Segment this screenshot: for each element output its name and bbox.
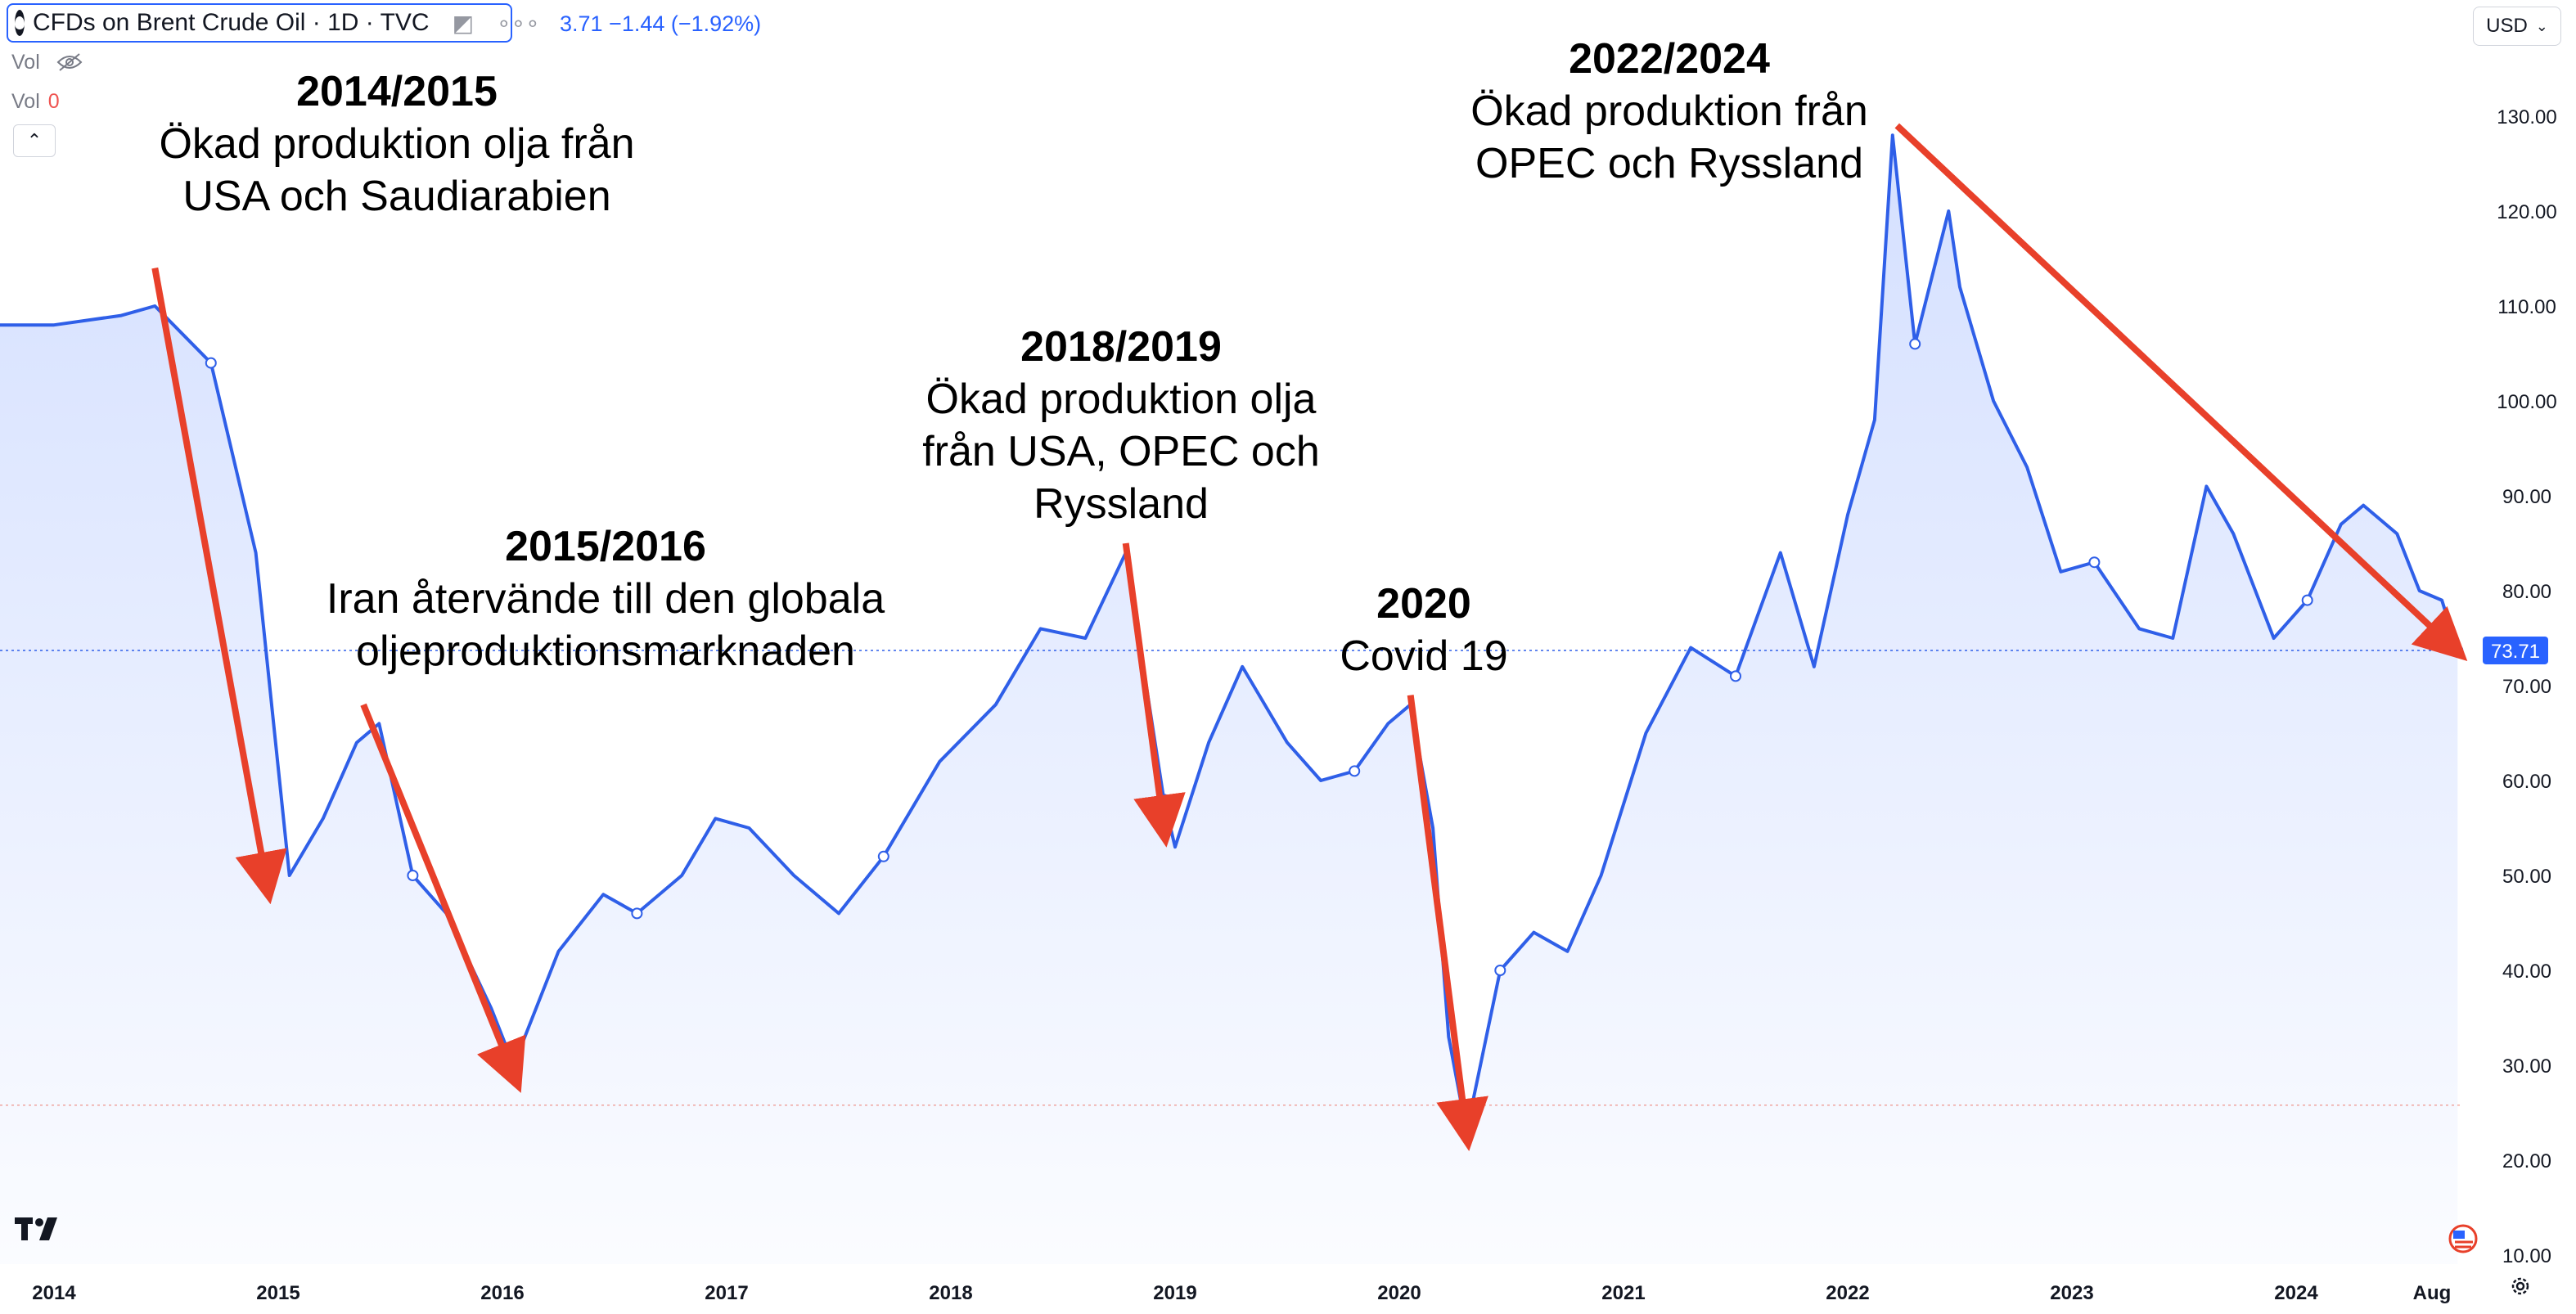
y-tick-label: 20.00 xyxy=(2502,1150,2551,1172)
y-tick-label: 70.00 xyxy=(2502,676,2551,698)
last-price-label: 73.71 xyxy=(2491,641,2540,663)
annotation-text: Iran återvände till den globala oljeprod… xyxy=(326,575,885,675)
vol-row: Vol 0 xyxy=(11,90,60,114)
ohlc-values: 3.71 −1.44 (−1.92%) xyxy=(560,11,762,36)
y-tick-label: 60.00 xyxy=(2502,771,2551,793)
collapse-button[interactable]: ⌃ xyxy=(13,124,56,157)
x-tick-label: 2022 xyxy=(1826,1282,1869,1304)
x-tick-label: 2017 xyxy=(705,1282,748,1304)
us-flag-icon xyxy=(2448,1224,2478,1253)
y-tick-label: 110.00 xyxy=(2497,296,2556,318)
event-marker xyxy=(407,870,419,881)
annotation-year: 2015/2016 xyxy=(505,523,706,570)
x-tick-label: Aug xyxy=(2413,1282,2452,1304)
chevron-down-icon: ⌄ xyxy=(2535,17,2548,34)
chevron-up-icon: ⌃ xyxy=(26,130,43,151)
event-marker xyxy=(2088,556,2101,569)
y-tick-label: 80.00 xyxy=(2502,581,2551,603)
x-tick-label: 2024 xyxy=(2274,1282,2318,1304)
trend-arrow xyxy=(1894,123,2468,662)
x-tick-label: 2016 xyxy=(480,1282,524,1304)
annotation-year: 2022/2024 xyxy=(1569,35,1770,83)
vol-value: 0 xyxy=(47,90,60,113)
x-tick-label: 2014 xyxy=(32,1282,76,1304)
event-marker xyxy=(1909,338,1921,350)
y-tick-label: 50.00 xyxy=(2502,866,2551,888)
last-price-tag xyxy=(2483,636,2548,664)
trend-arrow xyxy=(1407,695,1488,1152)
annotation-text: Ökad produktion olja från USA, OPEC och … xyxy=(922,376,1320,528)
more-options-icon[interactable]: ∘∘∘ xyxy=(497,10,540,36)
y-tick-label: 100.00 xyxy=(2497,391,2556,413)
annotation-2014-2015: 2014/2015 Ökad produktion olja från USA … xyxy=(115,65,679,223)
annotation-year: 2014/2015 xyxy=(296,68,498,115)
y-tick-label: 40.00 xyxy=(2502,961,2551,983)
annotation-2020: 2020 Covid 19 xyxy=(1277,578,1571,682)
trend-arrow xyxy=(360,703,526,1093)
x-tick-label: 2021 xyxy=(1601,1282,1645,1304)
y-tick-label: 120.00 xyxy=(2497,201,2556,223)
annotation-2018-2019: 2018/2019 Ökad produktion olja från USA,… xyxy=(884,321,1358,530)
event-marker xyxy=(2452,644,2464,656)
trend-arrow xyxy=(1122,542,1186,848)
event-marker xyxy=(1730,670,1741,682)
y-tick-label: 30.00 xyxy=(2502,1055,2551,1078)
currency-selector[interactable]: USD ⌄ xyxy=(2473,7,2561,46)
event-marker xyxy=(631,907,643,920)
event-marker xyxy=(1494,965,1506,976)
currency-label: USD xyxy=(2486,15,2528,37)
symbol-title-bar[interactable]: CFDs on Brent Crude Oil · 1D · TVC ◩ ∘∘∘ xyxy=(7,3,540,43)
y-tick-label: 130.00 xyxy=(2497,106,2556,128)
flag-toggle-icon[interactable]: ◩ xyxy=(452,10,475,36)
x-tick-label: 2020 xyxy=(1377,1282,1421,1304)
x-tick-label: 2015 xyxy=(256,1282,299,1304)
x-tick-label: 2018 xyxy=(929,1282,972,1304)
annotation-2022-2024: 2022/2024 Ökad produktion från OPEC och … xyxy=(1391,33,1948,190)
annotation-year: 2020 xyxy=(1376,580,1471,628)
annotation-text: Covid 19 xyxy=(1340,632,1508,680)
symbol-title: CFDs on Brent Crude Oil · 1D · TVC xyxy=(33,9,430,36)
trend-arrow xyxy=(151,267,287,905)
event-marker xyxy=(877,850,889,862)
x-tick-label: 2023 xyxy=(2050,1282,2093,1304)
x-tick-label: 2019 xyxy=(1153,1282,1196,1304)
annotation-2015-2016: 2015/2016 Iran återvände till den global… xyxy=(286,520,925,677)
tradingview-logo xyxy=(15,1217,57,1240)
event-marker xyxy=(2301,594,2313,606)
oil-drop-icon xyxy=(15,10,25,36)
annotation-text: Ökad produktion från OPEC och Ryssland xyxy=(1470,88,1868,187)
gear-icon[interactable] xyxy=(2509,1275,2532,1298)
vol-label: Vol xyxy=(11,90,40,113)
hide-eye-icon[interactable] xyxy=(56,52,83,72)
vol-label: Vol xyxy=(11,51,40,74)
y-tick-label: 10.00 xyxy=(2502,1245,2551,1267)
annotation-text: Ökad produktion olja från USA och Saudia… xyxy=(159,120,635,220)
event-marker xyxy=(205,357,217,369)
annotation-year: 2018/2019 xyxy=(1020,323,1222,371)
event-marker xyxy=(1349,765,1361,777)
y-tick-label: 90.00 xyxy=(2502,486,2551,508)
vol-hidden-row: Vol xyxy=(11,51,40,74)
